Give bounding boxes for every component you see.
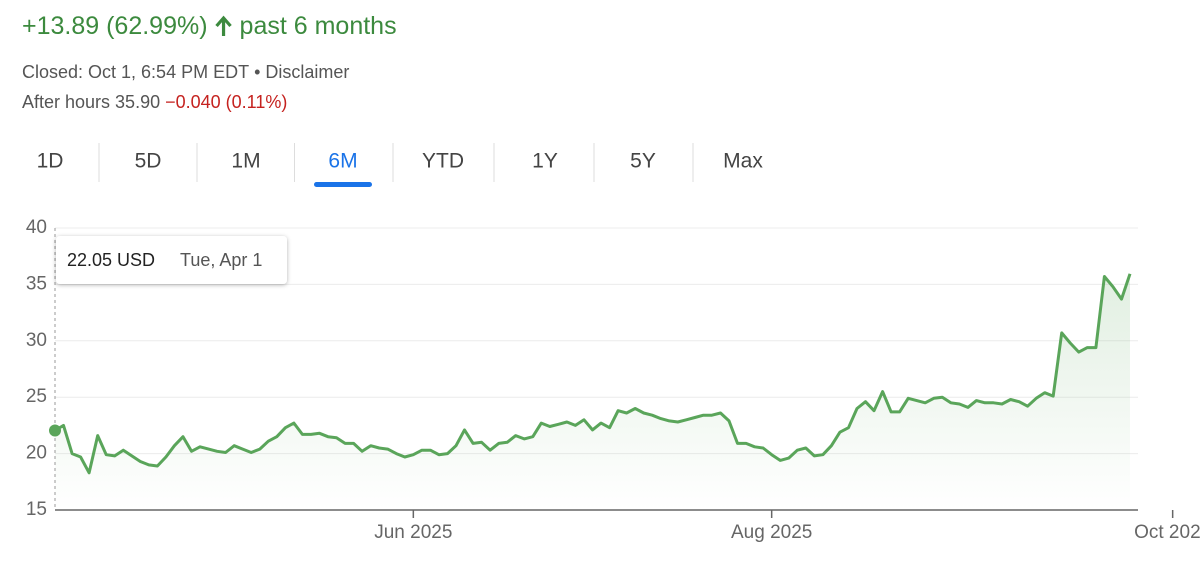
hover-point [49, 424, 61, 437]
chart: 15 20 25 30 35 40 Jun 2025 Aug 2025 Oct 2025 22.0… [26, 217, 1200, 543]
bullet: • [254, 62, 260, 82]
after-hours-change: −0.040 (0.11%) [165, 92, 287, 112]
range-tab[interactable]: Max [723, 150, 763, 173]
closed-time: Closed: Oct 1, 6:54 PM EDT [22, 62, 249, 82]
range-tab[interactable]: 6M [328, 150, 357, 173]
price-line [54, 273, 1132, 475]
y-tick-label: 40 [26, 217, 47, 238]
after-hours-line: After hours 35.90 −0.040 (0.11%) [22, 92, 287, 112]
y-tick-label: 30 [26, 330, 47, 351]
y-tick-label: 20 [26, 443, 47, 464]
tooltip-value: 22.05 USD [67, 250, 155, 270]
disclaimer-link[interactable]: Disclaimer [265, 62, 349, 82]
x-tick-label: Oct 2025 [1134, 522, 1200, 543]
up-arrow-icon [215, 15, 232, 36]
range-tabs: 1D 5D 1M 6M YTD 1Y 5Y Max [37, 143, 763, 187]
after-hours-price: After hours 35.90 [22, 92, 160, 112]
y-tick-label: 25 [26, 386, 47, 407]
price-area [55, 273, 1130, 510]
range-tab[interactable]: 1D [37, 150, 64, 173]
tooltip-date: Tue, Apr 1 [180, 250, 262, 270]
range-tab[interactable]: YTD [422, 150, 464, 173]
y-tick-label: 15 [26, 499, 47, 520]
closed-line: Closed: Oct 1, 6:54 PM EDT • Disclaimer [22, 62, 349, 82]
y-tick-label: 35 [26, 273, 47, 294]
tooltip-box [56, 236, 287, 284]
range-tab[interactable]: 1M [231, 150, 260, 173]
x-tick-label: Aug 2025 [731, 522, 812, 543]
range-tab[interactable]: 5Y [630, 150, 656, 173]
x-tick-label: Jun 2025 [374, 522, 452, 543]
range-tab[interactable]: 1Y [532, 150, 558, 173]
price-change: +13.89 (62.99%) past 6 months [22, 12, 397, 40]
change-value: +13.89 (62.99%) [22, 12, 208, 40]
selected-tab-indicator [314, 182, 372, 187]
period: past 6 months [240, 12, 397, 40]
range-tab[interactable]: 5D [135, 150, 162, 173]
